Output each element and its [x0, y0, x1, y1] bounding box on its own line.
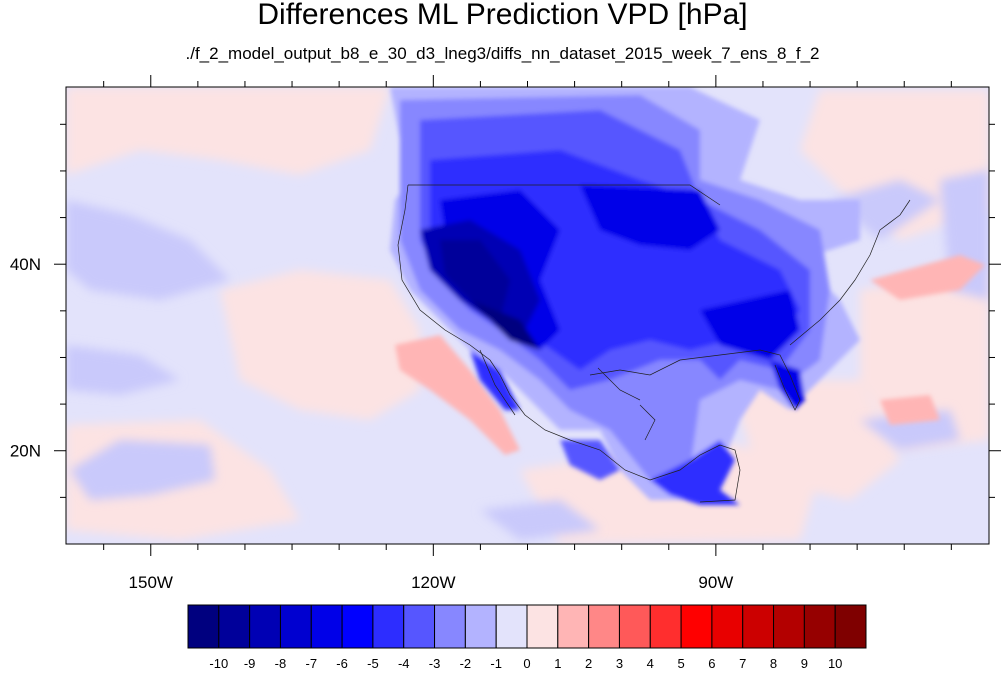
- colorbar-swatch: [310, 604, 343, 649]
- colorbar-swatch: [680, 604, 713, 649]
- colorbar-swatch: [742, 604, 775, 649]
- colorbar-swatch: [773, 604, 805, 649]
- coastlines: [397, 184, 911, 503]
- colorbar-swatch: [279, 604, 312, 649]
- colorbar-label: 6: [708, 656, 715, 671]
- colorbar-swatch: [588, 604, 620, 649]
- colorbar-swatch: [495, 604, 528, 649]
- colorbar-label: -4: [398, 656, 410, 671]
- colorbar-swatch: [372, 604, 405, 649]
- x-tick-label: 90W: [698, 573, 733, 592]
- colorbar-label: 1: [554, 656, 561, 671]
- colorbar-swatch: [618, 604, 651, 649]
- colorbar-label: 9: [801, 656, 808, 671]
- colorbar-swatch: [803, 604, 836, 649]
- colorbar-swatch: [341, 604, 374, 649]
- colorbar-swatch: [249, 604, 281, 649]
- colorbar-swatch: [403, 604, 436, 649]
- colorbar-label: 10: [828, 656, 842, 671]
- colorbar-swatch: [187, 604, 220, 649]
- colorbar-label: -2: [460, 656, 472, 671]
- y-tick-label: 20N: [10, 442, 41, 461]
- colorbar-swatch: [434, 604, 466, 649]
- colorbar-swatch: [834, 604, 867, 649]
- colorbar: -10 -9 -8 -7 -6 -5 -4 -3 -2 -1 0 1 2 3 4 5 6 7 8 9 10: [187, 604, 867, 671]
- colorbar-label: -9: [244, 656, 256, 671]
- colorbar-label: -6: [336, 656, 348, 671]
- map-title: Differences ML Prediction VPD [hPa]: [257, 0, 748, 31]
- colorbar-label: 8: [770, 656, 777, 671]
- colorbar-label: 0: [523, 656, 530, 671]
- colorbar-label: 4: [647, 656, 654, 671]
- colorbar-label: 7: [739, 656, 746, 671]
- colorbar-label: 3: [616, 656, 623, 671]
- vpd-difference-field: [66, 87, 989, 544]
- colorbar-swatch: [711, 604, 744, 649]
- colorbar-swatch: [218, 604, 251, 649]
- colorbar-label: 5: [677, 656, 684, 671]
- map-subtitle: ./f_2_model_output_b8_e_30_d3_lneg3/diff…: [185, 44, 820, 63]
- colorbar-label: -10: [209, 656, 228, 671]
- colorbar-label: -3: [429, 656, 441, 671]
- colorbar-swatch: [526, 604, 559, 649]
- colorbar-label: -7: [305, 656, 317, 671]
- x-tick-label: 150W: [129, 573, 173, 592]
- colorbar-label: 2: [585, 656, 592, 671]
- colorbar-swatch: [464, 604, 497, 649]
- y-tick-label: 40N: [10, 255, 41, 274]
- map-axes: 150W 120W 90W 40N 20N: [10, 75, 1001, 592]
- x-tick-label: 120W: [411, 573, 455, 592]
- colorbar-label: -8: [275, 656, 287, 671]
- colorbar-label: -5: [367, 656, 379, 671]
- colorbar-swatch: [557, 604, 590, 649]
- colorbar-swatch: [649, 604, 682, 649]
- colorbar-label: -1: [490, 656, 502, 671]
